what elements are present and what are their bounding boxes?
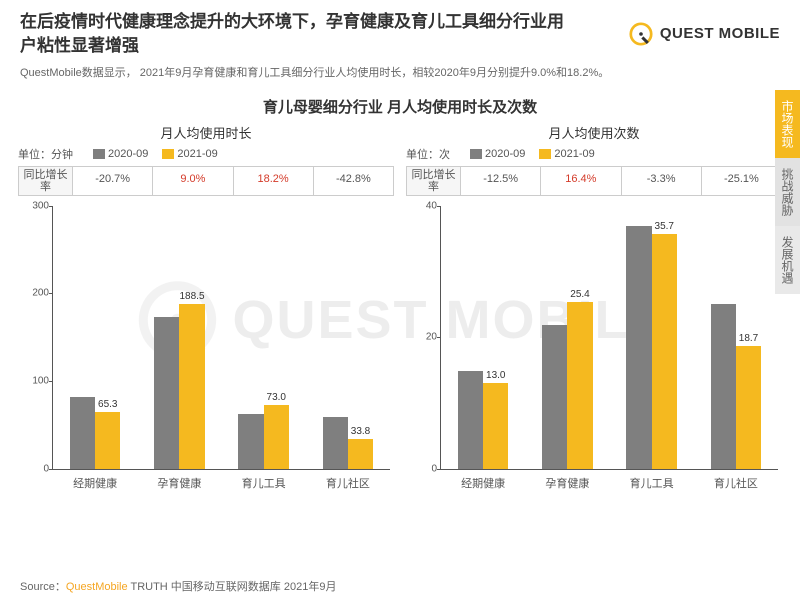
category-label: 孕育健康: [525, 469, 609, 491]
source-line: Source：QuestMobile TRUTH 中国移动互联网数据库 2021…: [20, 578, 336, 594]
bar-2021: 25.4: [567, 302, 592, 469]
bar-2020: [323, 417, 348, 469]
bar-2021: 33.8: [348, 439, 373, 469]
bar-2020: [238, 414, 263, 468]
bar-2021: 73.0: [264, 405, 289, 469]
bar-2020: [542, 325, 567, 468]
side-tab[interactable]: 挑战威胁: [775, 158, 800, 226]
bar-2021: 188.5: [179, 304, 204, 469]
bar-2021: 18.7: [736, 346, 761, 469]
category-label: 孕育健康: [137, 469, 221, 491]
chart-frequency: 月人均使用次数单位：次 2020-092021-09 同比增长率-12.5%16.4…: [406, 123, 782, 498]
bar-2021: 13.0: [483, 383, 508, 468]
category-label: 育儿工具: [610, 469, 694, 491]
side-tab[interactable]: 发展机遇: [775, 226, 800, 294]
plot-area: 010020030065.3经期健康188.5孕育健康73.0育儿工具33.8育…: [52, 206, 390, 470]
bar-2020: [626, 226, 651, 469]
legend: 2020-092021-09: [470, 148, 595, 160]
plot-area: 0204013.0经期健康25.4孕育健康35.7育儿工具18.7育儿社区: [440, 206, 778, 470]
category-label: 经期健康: [441, 469, 525, 491]
unit-label: 单位：分钟: [18, 146, 73, 162]
bar-2020: [70, 397, 95, 469]
category-label: 育儿社区: [306, 469, 390, 491]
legend: 2020-092021-09: [93, 148, 218, 160]
category-label: 经期健康: [53, 469, 137, 491]
subtitle: QuestMobile数据显示， 2021年9月孕育健康和育儿工具细分行业人均使…: [0, 62, 800, 88]
chart-title: 月人均使用次数: [406, 123, 782, 142]
bar-2020: [154, 317, 179, 469]
side-tab[interactable]: 市场表现: [775, 90, 800, 158]
bar-2021: 65.3: [95, 412, 120, 469]
section-title: 育儿母婴细分行业 月人均使用时长及次数: [0, 96, 800, 117]
chart-duration: 月人均使用时长单位：分钟 2020-092021-09 同比增长率-20.7%9.0…: [18, 123, 394, 498]
category-label: 育儿社区: [694, 469, 778, 491]
bar-2021: 35.7: [652, 234, 677, 469]
chart-title: 月人均使用时长: [18, 123, 394, 142]
page-title: 在后疫情时代健康理念提升的大环境下，孕育健康及育儿工具细分行业用户粘性显著增强: [20, 10, 580, 58]
bar-2020: [711, 304, 736, 468]
bar-2020: [458, 371, 483, 468]
logo-icon: [626, 19, 656, 49]
unit-label: 单位：次: [406, 146, 450, 162]
category-label: 育儿工具: [222, 469, 306, 491]
brand-logo: QUEST MOBILE: [626, 10, 780, 58]
growth-row: 同比增长率-20.7%9.0%18.2%-42.8%: [18, 166, 394, 196]
growth-row: 同比增长率-12.5%16.4%-3.3%-25.1%: [406, 166, 782, 196]
side-tabs: 市场表现挑战威胁发展机遇: [775, 90, 800, 294]
header: 在后疫情时代健康理念提升的大环境下，孕育健康及育儿工具细分行业用户粘性显著增强 …: [0, 0, 800, 62]
